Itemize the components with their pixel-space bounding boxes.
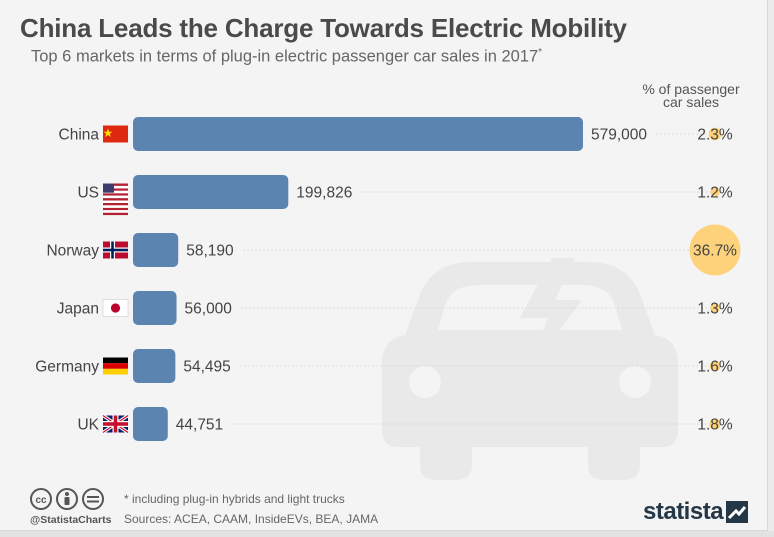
share-label: 1.2%	[697, 185, 733, 202]
share-label: 1.3%	[697, 301, 733, 318]
category-label: UK	[77, 417, 99, 434]
category-label: China	[59, 127, 100, 144]
chart-row-china: China 579,000 2.3%	[59, 117, 733, 151]
chart-subtitle: Top 6 markets in terms of plug-in electr…	[31, 47, 542, 67]
chart-row-us: US 199,826 1.2%	[77, 175, 733, 216]
norway-flag-icon	[103, 241, 128, 259]
category-label: Japan	[57, 301, 99, 318]
japan-flag-icon	[102, 299, 129, 317]
electric-car-icon	[382, 258, 678, 480]
attribution-icon	[56, 488, 78, 510]
category-label: Germany	[35, 359, 99, 376]
license-icons: cc	[30, 488, 108, 517]
value-label: 199,826	[296, 185, 352, 202]
chart-row-uk: UK 44,751 1.8%	[77, 407, 733, 441]
bar	[133, 349, 176, 383]
subtitle-text: Top 6 markets in terms of plug-in electr…	[31, 47, 539, 66]
chart-row-germany: Germany 54,495 1.6%	[35, 349, 733, 383]
twitter-handle[interactable]: @StatistaCharts	[30, 514, 112, 526]
uk-flag-icon	[102, 414, 129, 434]
svg-text:cc: cc	[35, 495, 47, 506]
china-flag-icon	[103, 125, 128, 143]
statista-logo[interactable]: statista	[643, 498, 724, 525]
share-bubble	[710, 303, 720, 313]
share-bubble	[709, 418, 721, 430]
bar	[133, 407, 168, 441]
share-bubble	[708, 127, 722, 141]
bottom-edge	[0, 531, 774, 537]
share-label: 36.7%	[693, 243, 737, 260]
bar	[133, 291, 177, 325]
germany-flag-icon	[103, 357, 128, 375]
share-bubble	[710, 187, 720, 197]
share-header-line-2: car sales	[662, 94, 720, 110]
share-label: 1.8%	[697, 417, 733, 434]
category-label: Norway	[46, 243, 99, 260]
footnote: * including plug-in hybrids and light tr…	[124, 492, 345, 506]
cc-icon: cc	[30, 488, 52, 510]
value-label: 56,000	[185, 301, 233, 318]
share-bubble	[709, 360, 721, 372]
statista-logo-icon	[726, 501, 748, 523]
sources: Sources: ACEA, CAAM, InsideEVs, BEA, JAM…	[124, 512, 379, 526]
bar	[133, 117, 583, 151]
chart-row-norway: Norway 58,190 36.7%	[46, 224, 741, 276]
share-column-header: % of passenger car sales	[626, 81, 756, 110]
share-label: 1.6%	[697, 359, 733, 376]
share-bubble	[689, 224, 741, 276]
value-label: 579,000	[591, 127, 647, 144]
share-label: 2.3%	[697, 127, 733, 144]
chart-row-japan: Japan 56,000 1.3%	[57, 291, 733, 325]
category-label: US	[77, 185, 99, 202]
value-label: 58,190	[186, 243, 234, 260]
bar	[133, 175, 289, 209]
chart-title: China Leads the Charge Towards Electric …	[20, 13, 627, 43]
bar	[133, 233, 179, 267]
us-flag-icon	[103, 183, 128, 216]
value-label: 54,495	[183, 359, 230, 376]
value-label: 44,751	[176, 417, 223, 434]
subtitle-footnote-mark: *	[538, 47, 543, 58]
no-derivatives-icon	[82, 488, 104, 510]
share-header-line-1: % of passenger	[642, 81, 740, 97]
